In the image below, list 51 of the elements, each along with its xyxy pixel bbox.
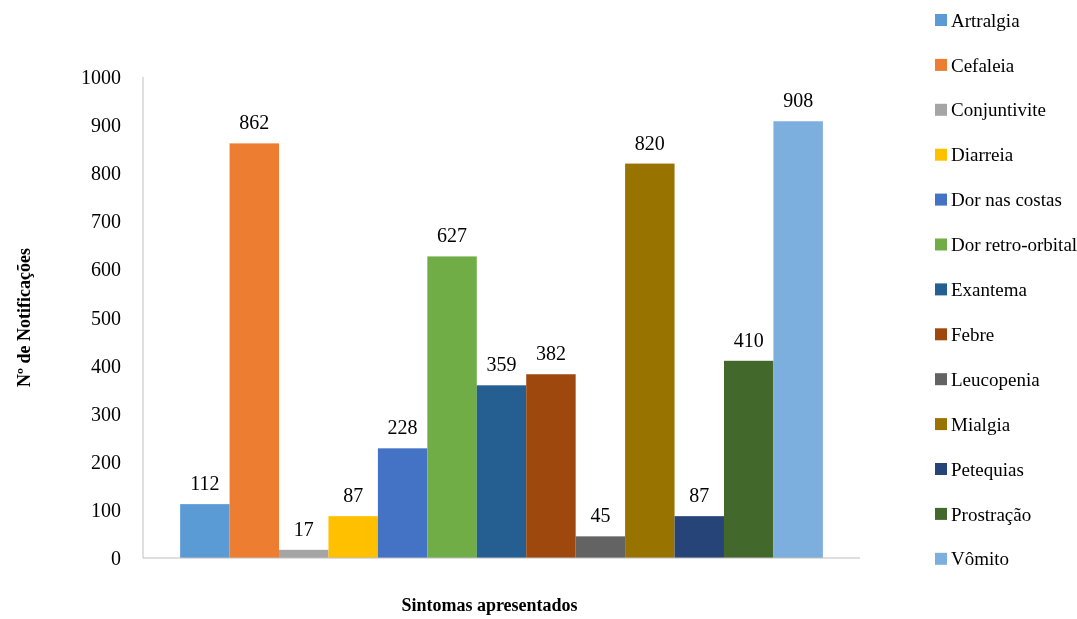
data-label: 112 [190, 472, 220, 495]
data-label: 382 [535, 342, 566, 365]
bar [427, 256, 477, 558]
bar [328, 516, 378, 558]
legend-label: Cefaleia [951, 54, 1015, 76]
bar [723, 360, 774, 558]
y-tick-label: 1000 [81, 66, 121, 88]
y-tick-label: 400 [91, 354, 121, 377]
bar [476, 385, 527, 558]
x-axis-title: Sintomas apresentados [401, 595, 578, 615]
data-label: 410 [733, 328, 764, 351]
legend-label: Artralgia [951, 9, 1021, 31]
legend-label: Dor nas costas [951, 189, 1062, 211]
data-label: 228 [387, 416, 418, 439]
data-label: 908 [783, 89, 814, 112]
legend-label: Diarreia [951, 144, 1014, 166]
legend-label: Dor retro-orbital [951, 234, 1077, 256]
y-tick-label: 800 [91, 162, 121, 185]
bar [625, 163, 675, 558]
bar [575, 536, 626, 558]
bar [377, 448, 428, 558]
y-tick-label: 500 [91, 306, 121, 329]
legend-label: Vômito [951, 548, 1010, 570]
legend-label: Petequias [951, 458, 1024, 480]
legend-label: Mialgia [951, 413, 1011, 435]
y-axis-title: Nº de Notificações [14, 248, 34, 387]
data-label: 45 [590, 504, 611, 527]
data-label: 862 [239, 111, 270, 134]
y-tick-label: 600 [91, 258, 121, 281]
bar [229, 143, 280, 558]
y-tick-label: 200 [91, 450, 121, 473]
bar [180, 504, 230, 558]
data-label: 627 [437, 224, 468, 247]
y-tick-label: 700 [91, 210, 121, 233]
data-label: 820 [634, 131, 665, 154]
data-label: 17 [293, 517, 314, 540]
legend-label: Febre [951, 323, 995, 345]
bar [674, 516, 724, 558]
bar [773, 121, 823, 558]
legend-label: Exantema [951, 279, 1028, 301]
y-tick-label: 0 [111, 547, 121, 569]
y-tick-label: 900 [91, 114, 121, 137]
data-label: 87 [343, 484, 364, 507]
legend-label: Leucopenia [951, 368, 1041, 390]
data-label: 87 [689, 484, 710, 507]
legend-label: Prostração [951, 503, 1032, 525]
y-tick-label: 300 [91, 402, 121, 425]
legend-label: Conjuntivite [951, 99, 1046, 121]
bar [526, 374, 576, 558]
y-tick-label: 100 [91, 498, 121, 521]
data-label: 359 [486, 353, 517, 376]
